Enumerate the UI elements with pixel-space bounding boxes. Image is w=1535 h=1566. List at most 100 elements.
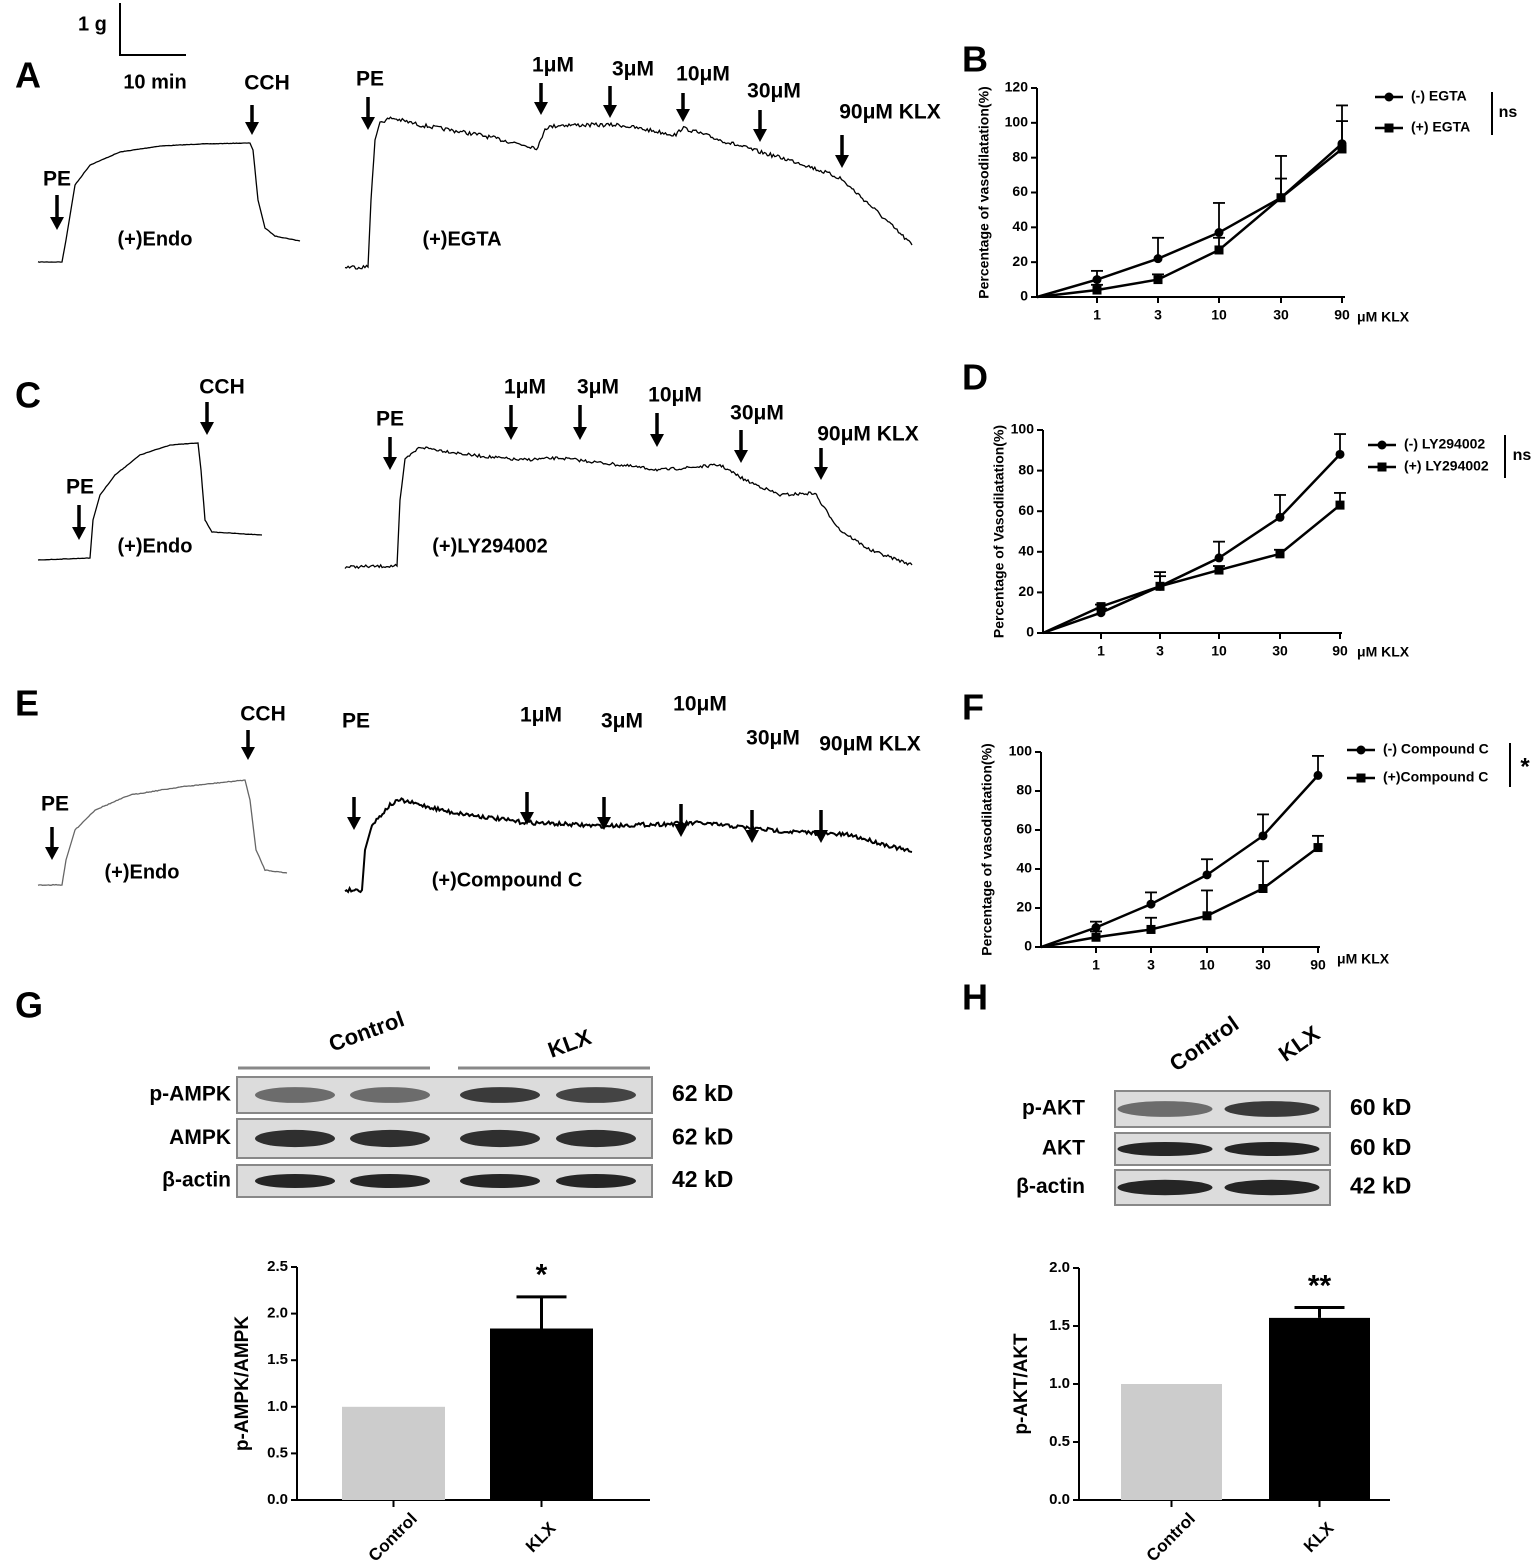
arrow-label: CCH — [244, 72, 290, 95]
marker — [1092, 285, 1102, 295]
marker — [1337, 144, 1347, 154]
y-axis-label: Percentage of vasodilatation(%) — [976, 86, 992, 298]
arrow-label: 30μM — [730, 402, 784, 425]
panel-label: D — [962, 357, 988, 398]
bar — [1269, 1317, 1370, 1500]
arrow-head — [573, 427, 587, 440]
blot-size: 62 kD — [672, 1124, 733, 1150]
y-tick-label: 1.5 — [267, 1351, 288, 1368]
arrow-head — [835, 155, 849, 168]
blot-size: 60 kD — [1350, 1094, 1411, 1120]
panel-label: A — [15, 55, 41, 96]
legend-marker — [1356, 773, 1366, 783]
trace — [37, 142, 301, 263]
x-tick-label: Control — [365, 1509, 421, 1565]
blot-size: 60 kD — [1350, 1134, 1411, 1160]
y-tick-label: 60 — [1016, 821, 1032, 837]
y-tick-label: 2.0 — [267, 1305, 288, 1322]
band — [460, 1087, 540, 1103]
band — [460, 1173, 540, 1189]
arrow-head — [520, 812, 534, 825]
band — [556, 1173, 636, 1189]
x-axis-label: μM KLX — [1337, 951, 1390, 967]
y-tick-label: 1.5 — [1049, 1317, 1070, 1334]
y-tick-label: 2.5 — [267, 1258, 288, 1275]
trace-condition: (+)EGTA — [422, 228, 501, 250]
y-tick-label: 20 — [1012, 253, 1028, 269]
arrow-head — [674, 824, 688, 837]
panel-label: C — [15, 375, 41, 416]
marker — [1258, 831, 1268, 841]
legend-marker — [1384, 92, 1394, 102]
legend-marker — [1384, 123, 1394, 133]
x-tick-label: 90 — [1334, 307, 1350, 323]
scale-label: 1 g — [78, 13, 107, 35]
arrow-label: PE — [41, 793, 69, 816]
trace-condition: (+)Endo — [118, 535, 193, 557]
legend-marker — [1356, 745, 1366, 755]
legend-label: (+) LY294002 — [1404, 458, 1489, 474]
legend-marker — [1377, 440, 1387, 450]
arrow-head — [347, 817, 361, 830]
band — [1117, 1179, 1213, 1196]
series-line — [1042, 504, 1341, 635]
series-line — [1036, 142, 1343, 299]
arrow-head — [50, 217, 64, 230]
marker — [1214, 228, 1224, 238]
x-tick-label: 3 — [1147, 957, 1155, 973]
marker — [1153, 254, 1163, 264]
y-axis-label: Percentage of Vasodilatation(%) — [991, 425, 1007, 638]
legend-label: (-) EGTA — [1411, 88, 1467, 104]
legend-label: (-) LY294002 — [1404, 436, 1485, 452]
arrow-label: 30μM — [746, 727, 800, 750]
x-tick-label: 30 — [1272, 643, 1288, 659]
x-tick-label: 90 — [1310, 957, 1326, 973]
bar — [342, 1406, 445, 1500]
arrow-label: 10μM — [648, 384, 702, 407]
marker — [1146, 899, 1156, 909]
panel-label: E — [15, 683, 39, 724]
trace — [37, 779, 288, 886]
arrow-head — [676, 109, 690, 122]
arrow-label: 90μM KLX — [819, 733, 921, 756]
y-tick-label: 40 — [1012, 218, 1028, 234]
arrow-head — [734, 450, 748, 463]
band — [1117, 1141, 1213, 1157]
marker — [1091, 932, 1101, 942]
arrow-label: 3μM — [612, 58, 654, 81]
y-tick-label: 0.0 — [267, 1491, 288, 1508]
marker — [1275, 549, 1285, 559]
panel-label: G — [15, 985, 43, 1026]
arrow-head — [814, 467, 828, 480]
arrow-label: 10μM — [673, 693, 727, 716]
trace — [344, 116, 913, 270]
y-axis-label: p-AMPK/AMPK — [232, 1316, 253, 1451]
scale-label: 10 min — [123, 71, 186, 93]
x-axis-label: μM KLX — [1357, 644, 1410, 660]
arrow-label: 1μM — [532, 54, 574, 77]
marker — [1153, 275, 1163, 285]
y-tick-label: 0 — [1024, 938, 1032, 954]
arrow-head — [504, 427, 518, 440]
y-tick-label: 100 — [1005, 114, 1029, 130]
x-tick-label: 3 — [1156, 643, 1164, 659]
band — [1224, 1101, 1320, 1117]
series-line — [1036, 147, 1343, 299]
x-tick-label: 90 — [1332, 643, 1348, 659]
y-tick-label: 60 — [1012, 183, 1028, 199]
arrow-head — [753, 129, 767, 142]
arrow-label: 1μM — [504, 376, 546, 399]
y-axis-label: Percentage of vasodilatation(%) — [979, 743, 995, 955]
panel-label: B — [962, 39, 988, 80]
y-tick-label: 0 — [1020, 288, 1028, 304]
blot-size: 62 kD — [672, 1080, 733, 1106]
arrow-head — [603, 105, 617, 118]
annotation: ** — [1308, 1269, 1332, 1302]
y-tick-label: 1.0 — [1049, 1375, 1070, 1392]
trace — [344, 446, 913, 570]
x-tick-label: 10 — [1199, 957, 1215, 973]
trace-condition: (+)Endo — [105, 861, 180, 883]
y-tick-label: 80 — [1012, 148, 1028, 164]
